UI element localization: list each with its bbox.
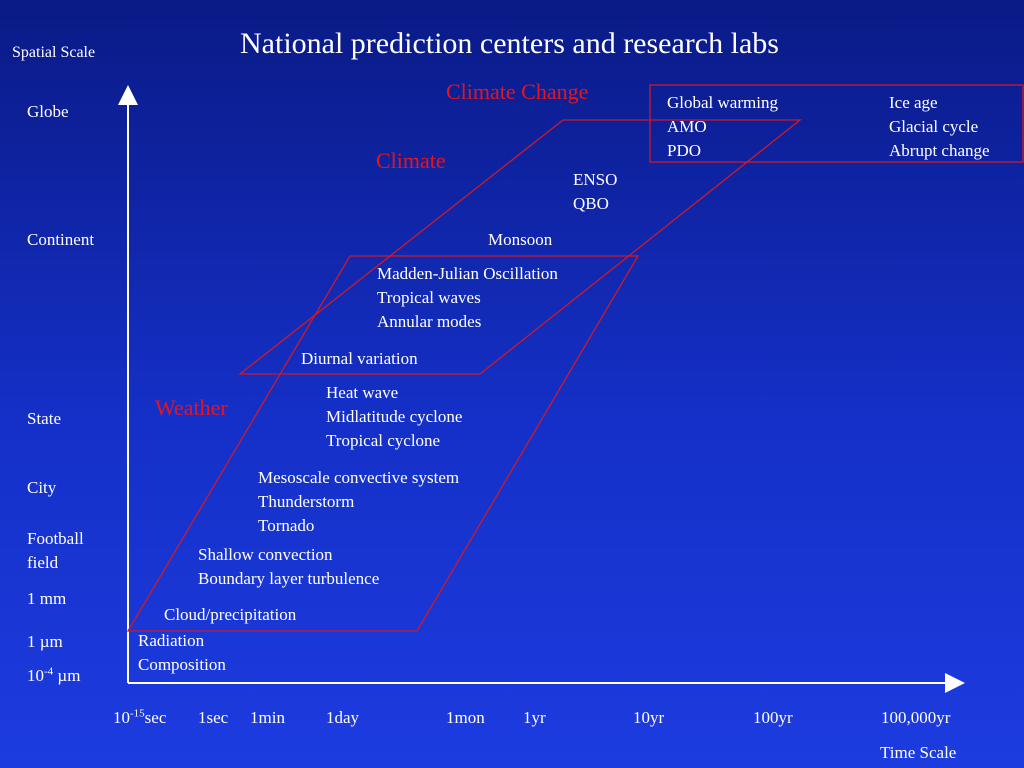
phenomenon-global-warming: Global warming — [667, 93, 778, 112]
x-tick-1e-15sec: 10-15sec — [113, 707, 167, 727]
y-tick-1mm: 1 mm — [27, 589, 67, 608]
micro-list: Radiation Composition — [138, 629, 226, 677]
x-axis-label: Time Scale — [880, 743, 957, 762]
boundary-layer-list: Shallow convection Boundary layer turbul… — [198, 543, 379, 591]
intraseasonal-list: Madden-Julian Oscillation Tropical waves… — [377, 262, 558, 334]
x-tick-1min: 1min — [250, 708, 285, 727]
phenomenon-tropical-cyclone: Tropical cyclone — [326, 431, 441, 450]
climate-change-list-1: Global warming AMO PDO — [667, 91, 778, 163]
phenomenon-mjo: Madden-Julian Oscillation — [377, 264, 558, 283]
x-tick-1day: 1day — [326, 708, 360, 727]
phenomenon-thunderstorm: Thunderstorm — [258, 492, 355, 511]
x-tick-1mon: 1mon — [446, 708, 485, 727]
x-tick-10yr: 10yr — [633, 708, 665, 727]
phenomenon-pdo: PDO — [667, 141, 702, 160]
phenomenon-mcs: Mesoscale convective system — [258, 468, 460, 487]
x-tick-100000yr: 100,000yr — [881, 708, 951, 727]
y-tick-globe: Globe — [27, 102, 69, 121]
mesoscale-list: Mesoscale convective system Thunderstorm… — [258, 466, 459, 538]
weather-region-outline — [126, 255, 640, 632]
phenomenon-composition: Composition — [138, 655, 226, 674]
phenomenon-qbo: QBO — [573, 194, 609, 213]
weather-label: Weather — [155, 395, 228, 420]
phenomenon-monsoon: Monsoon — [488, 230, 553, 249]
phenomenon-shallow-convection: Shallow convection — [198, 545, 333, 564]
y-tick-city: City — [27, 478, 57, 497]
y-tick-state: State — [27, 409, 61, 428]
phenomenon-cloud-precipitation: Cloud/precipitation — [164, 605, 297, 624]
phenomenon-glacial-cycle: Glacial cycle — [889, 117, 979, 136]
synoptic-list: Heat wave Midlatitude cyclone Tropical c… — [326, 381, 462, 453]
enso-qbo-list: ENSO QBO — [573, 168, 617, 216]
page-title: National prediction centers and research… — [240, 27, 779, 60]
y-tick-continent: Continent — [27, 230, 95, 249]
phenomenon-tropical-waves: Tropical waves — [377, 288, 481, 307]
x-tick-1yr: 1yr — [523, 708, 546, 727]
y-tick-1um: 1 µm — [27, 632, 63, 651]
y-tick-football-field: Football field — [27, 527, 84, 575]
phenomenon-enso: ENSO — [573, 170, 618, 189]
climate-label: Climate — [376, 148, 446, 173]
y-tick-football-line2: field — [27, 553, 59, 572]
phenomenon-radiation: Radiation — [138, 631, 205, 650]
y-axis-label: Spatial Scale — [12, 44, 96, 61]
phenomenon-diurnal-variation: Diurnal variation — [301, 349, 418, 368]
phenomenon-abrupt-change: Abrupt change — [889, 141, 990, 160]
x-tick-1sec: 1sec — [198, 708, 229, 727]
climate-change-region-outline — [649, 84, 1024, 163]
climate-change-list-2: Ice age Glacial cycle Abrupt change — [889, 91, 990, 163]
phenomenon-boundary-layer-turbulence: Boundary layer turbulence — [198, 569, 380, 588]
phenomenon-midlatitude-cyclone: Midlatitude cyclone — [326, 407, 463, 426]
y-tick-1e-4um: 10-4 µm — [27, 665, 81, 685]
phenomenon-tornado: Tornado — [258, 516, 315, 535]
climate-region-outline — [238, 119, 802, 375]
phenomenon-heat-wave: Heat wave — [326, 383, 399, 402]
phenomenon-ice-age: Ice age — [889, 93, 938, 112]
y-tick-football-line1: Football — [27, 529, 84, 548]
phenomenon-amo: AMO — [667, 117, 707, 136]
phenomenon-annular-modes: Annular modes — [377, 312, 482, 331]
climate-change-label: Climate Change — [446, 79, 589, 104]
x-tick-100yr: 100yr — [753, 708, 793, 727]
